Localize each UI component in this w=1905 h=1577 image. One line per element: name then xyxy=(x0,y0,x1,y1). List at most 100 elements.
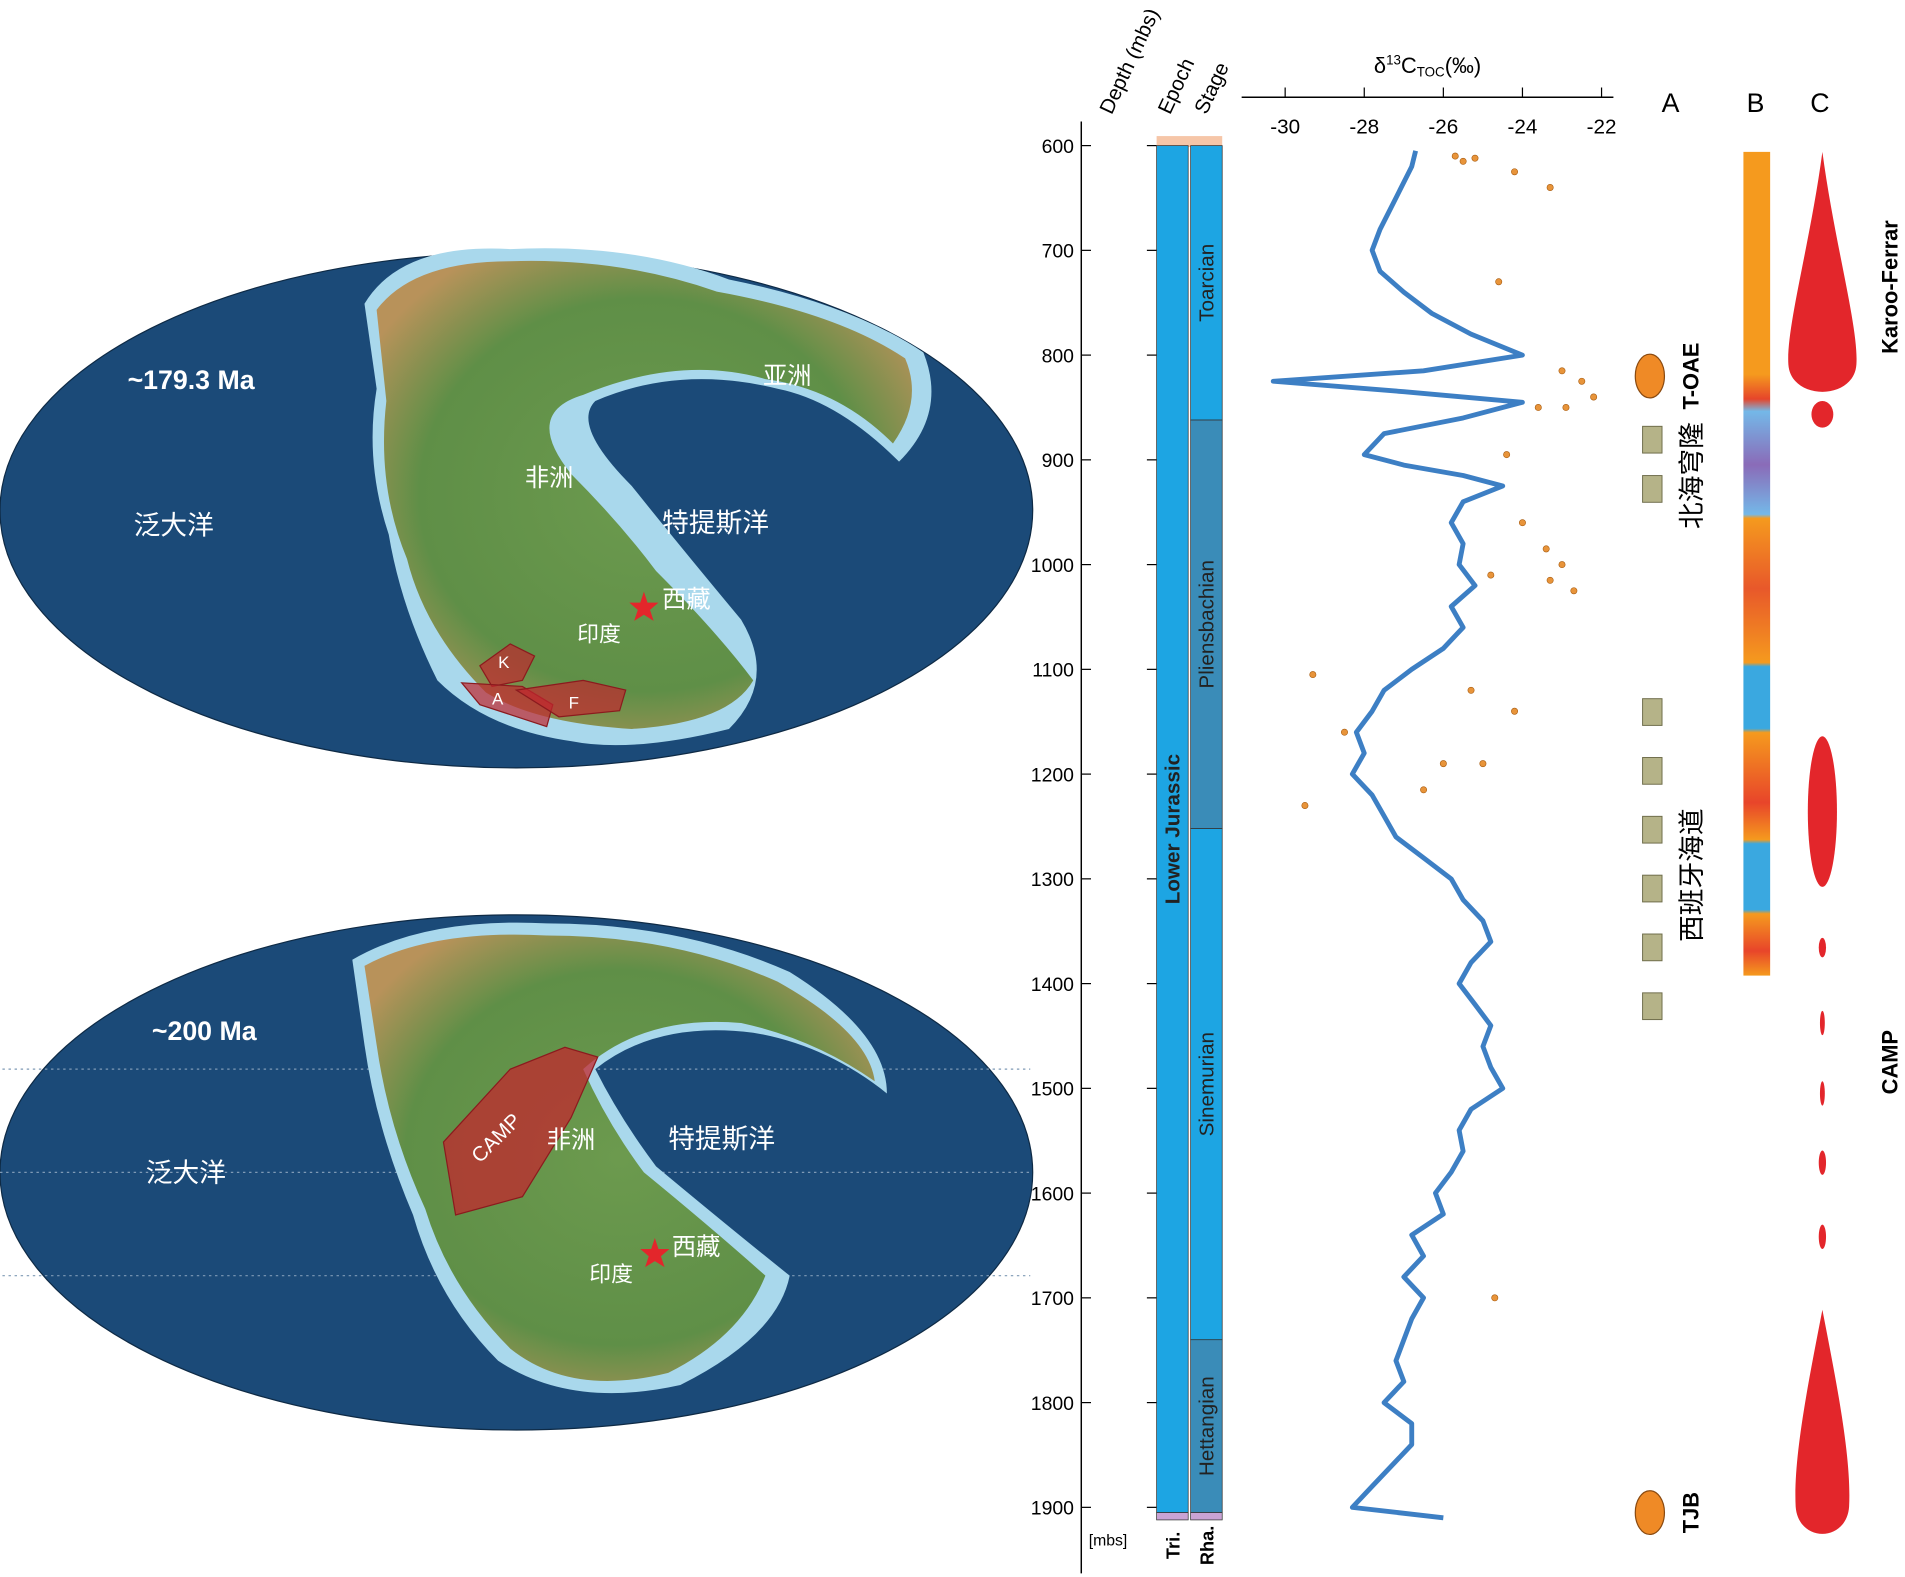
outlier-point xyxy=(1511,707,1519,715)
map-label: 特提斯洋 xyxy=(668,1124,775,1155)
outlier-point xyxy=(1420,786,1428,794)
x-tick-label: -24 xyxy=(1508,116,1538,139)
column-header: Depth (mbs) xyxy=(1095,5,1164,118)
stage-box xyxy=(1190,1339,1223,1513)
outlier-point xyxy=(1479,760,1487,768)
province-f xyxy=(514,679,627,718)
stage-label: Sinemurian xyxy=(1196,1032,1219,1136)
x-axis-title-part: (‰) xyxy=(1445,53,1481,78)
tibet-star xyxy=(629,591,659,621)
outlier-point xyxy=(1491,1294,1499,1302)
outlier-point xyxy=(1542,545,1550,553)
stage-label: Toarcian xyxy=(1196,244,1219,322)
tibet-star xyxy=(640,1238,670,1268)
y-tick-label: 1400 xyxy=(1031,974,1074,996)
panel-c-drops xyxy=(1788,151,1857,1534)
outlier-point xyxy=(1495,278,1503,286)
isotope-chart: 600 700 800 900 1000 1100 1200 1300 1400 1500 1600… xyxy=(1031,5,1903,1574)
outlier-point xyxy=(1459,157,1467,165)
drop xyxy=(1795,1309,1850,1534)
map-label: 亚洲 xyxy=(763,361,812,390)
outlier-point xyxy=(1503,451,1511,459)
outlier-point xyxy=(1439,760,1447,768)
province-k xyxy=(479,643,536,688)
stage-label: Hettangian xyxy=(1196,1376,1219,1476)
seaway-box xyxy=(1642,815,1663,844)
map-label: K xyxy=(498,653,510,672)
outlier-point xyxy=(1341,728,1348,736)
drop xyxy=(1819,1010,1825,1036)
x-axis-title-part: 13 xyxy=(1386,52,1401,67)
y-tick-label: 800 xyxy=(1042,345,1075,367)
outlier-point xyxy=(1590,393,1598,401)
outlier-point xyxy=(1471,154,1479,162)
y-tick-label: 1000 xyxy=(1031,555,1074,577)
stage-box xyxy=(1190,828,1223,1341)
y-tick-label: 700 xyxy=(1042,241,1075,263)
drop xyxy=(1818,1224,1827,1249)
epoch-label: Lower Jurassic xyxy=(1162,754,1185,904)
seaway-box xyxy=(1642,698,1663,726)
event-marker xyxy=(1634,1490,1666,1536)
map-label: 西藏 xyxy=(662,584,711,613)
y-tick-label: 1500 xyxy=(1031,1079,1074,1101)
event-label: T-OAE xyxy=(1678,343,1703,410)
volcanism-label: CAMP xyxy=(1878,1030,1903,1094)
map-label: 泛大洋 xyxy=(146,1158,226,1189)
map-age: ~179.3 Ma xyxy=(128,365,256,395)
map-200: ~200 Ma 泛大洋 非洲 特提斯洋 西藏 印度 CAMP xyxy=(0,914,1034,1431)
y-tick-label: 1200 xyxy=(1031,764,1074,786)
outlier-point xyxy=(1546,576,1554,584)
outlier-point xyxy=(1487,571,1495,579)
outlier-point xyxy=(1518,519,1526,527)
map-label: 西藏 xyxy=(672,1232,721,1261)
x-tick-label: -22 xyxy=(1587,116,1617,139)
stage-box xyxy=(1190,419,1223,829)
top-strip xyxy=(1156,136,1223,148)
y-unit: [mbs] xyxy=(1089,1532,1128,1549)
y-tick-label: 600 xyxy=(1042,136,1075,158)
y-tick-label: 1800 xyxy=(1031,1393,1074,1415)
outlier-point xyxy=(1451,152,1459,160)
outlier-point xyxy=(1309,671,1317,679)
x-axis-title-part: δ xyxy=(1374,53,1386,78)
seaway-label: 北海穹隆 xyxy=(1677,422,1708,529)
outlier-point xyxy=(1558,561,1566,569)
isotope-curve xyxy=(1270,150,1525,1521)
seaway-box xyxy=(1642,992,1663,1021)
drop xyxy=(1818,1150,1827,1175)
event-label: TJB xyxy=(1678,1492,1703,1533)
y-tick-label: 1600 xyxy=(1031,1183,1074,1205)
continent xyxy=(376,260,912,729)
map-label: 印度 xyxy=(589,1263,633,1288)
map-age: ~200 Ma xyxy=(152,1016,258,1046)
seaway-box xyxy=(1642,425,1663,454)
outlier-point xyxy=(1558,367,1566,375)
outlier-point xyxy=(1578,377,1586,385)
x-tick-label: -28 xyxy=(1349,116,1379,139)
x-tick-label: -26 xyxy=(1428,116,1458,139)
panel-b-bar xyxy=(1743,151,1771,976)
seaway-box xyxy=(1642,757,1663,785)
x-axis-title: δ13CTOC(‰) xyxy=(1374,52,1481,79)
x-axis-title-part: C xyxy=(1401,53,1417,78)
map-label: 非洲 xyxy=(547,1125,596,1154)
outlier-point xyxy=(1546,184,1554,191)
epoch-box xyxy=(1156,145,1189,1513)
epoch-box xyxy=(1156,1512,1189,1521)
outlier-point xyxy=(1534,404,1542,411)
y-tick-label: 900 xyxy=(1042,450,1075,472)
stage-label: Rha. xyxy=(1198,1526,1218,1565)
drop xyxy=(1807,736,1837,887)
seaway-box xyxy=(1642,874,1663,903)
map-179: ~179.3 Ma 泛大洋 非洲 特提斯洋 亚洲 西藏 印度 K A F xyxy=(0,248,1034,769)
outlier-point xyxy=(1570,587,1578,595)
seaway-label: 西班牙海道 xyxy=(1677,808,1708,942)
epoch-label: Tri. xyxy=(1164,1532,1184,1559)
panel-header: B xyxy=(1747,88,1765,118)
map-label: A xyxy=(492,690,504,709)
seaway-box xyxy=(1642,933,1663,962)
stage-box xyxy=(1190,1512,1223,1521)
